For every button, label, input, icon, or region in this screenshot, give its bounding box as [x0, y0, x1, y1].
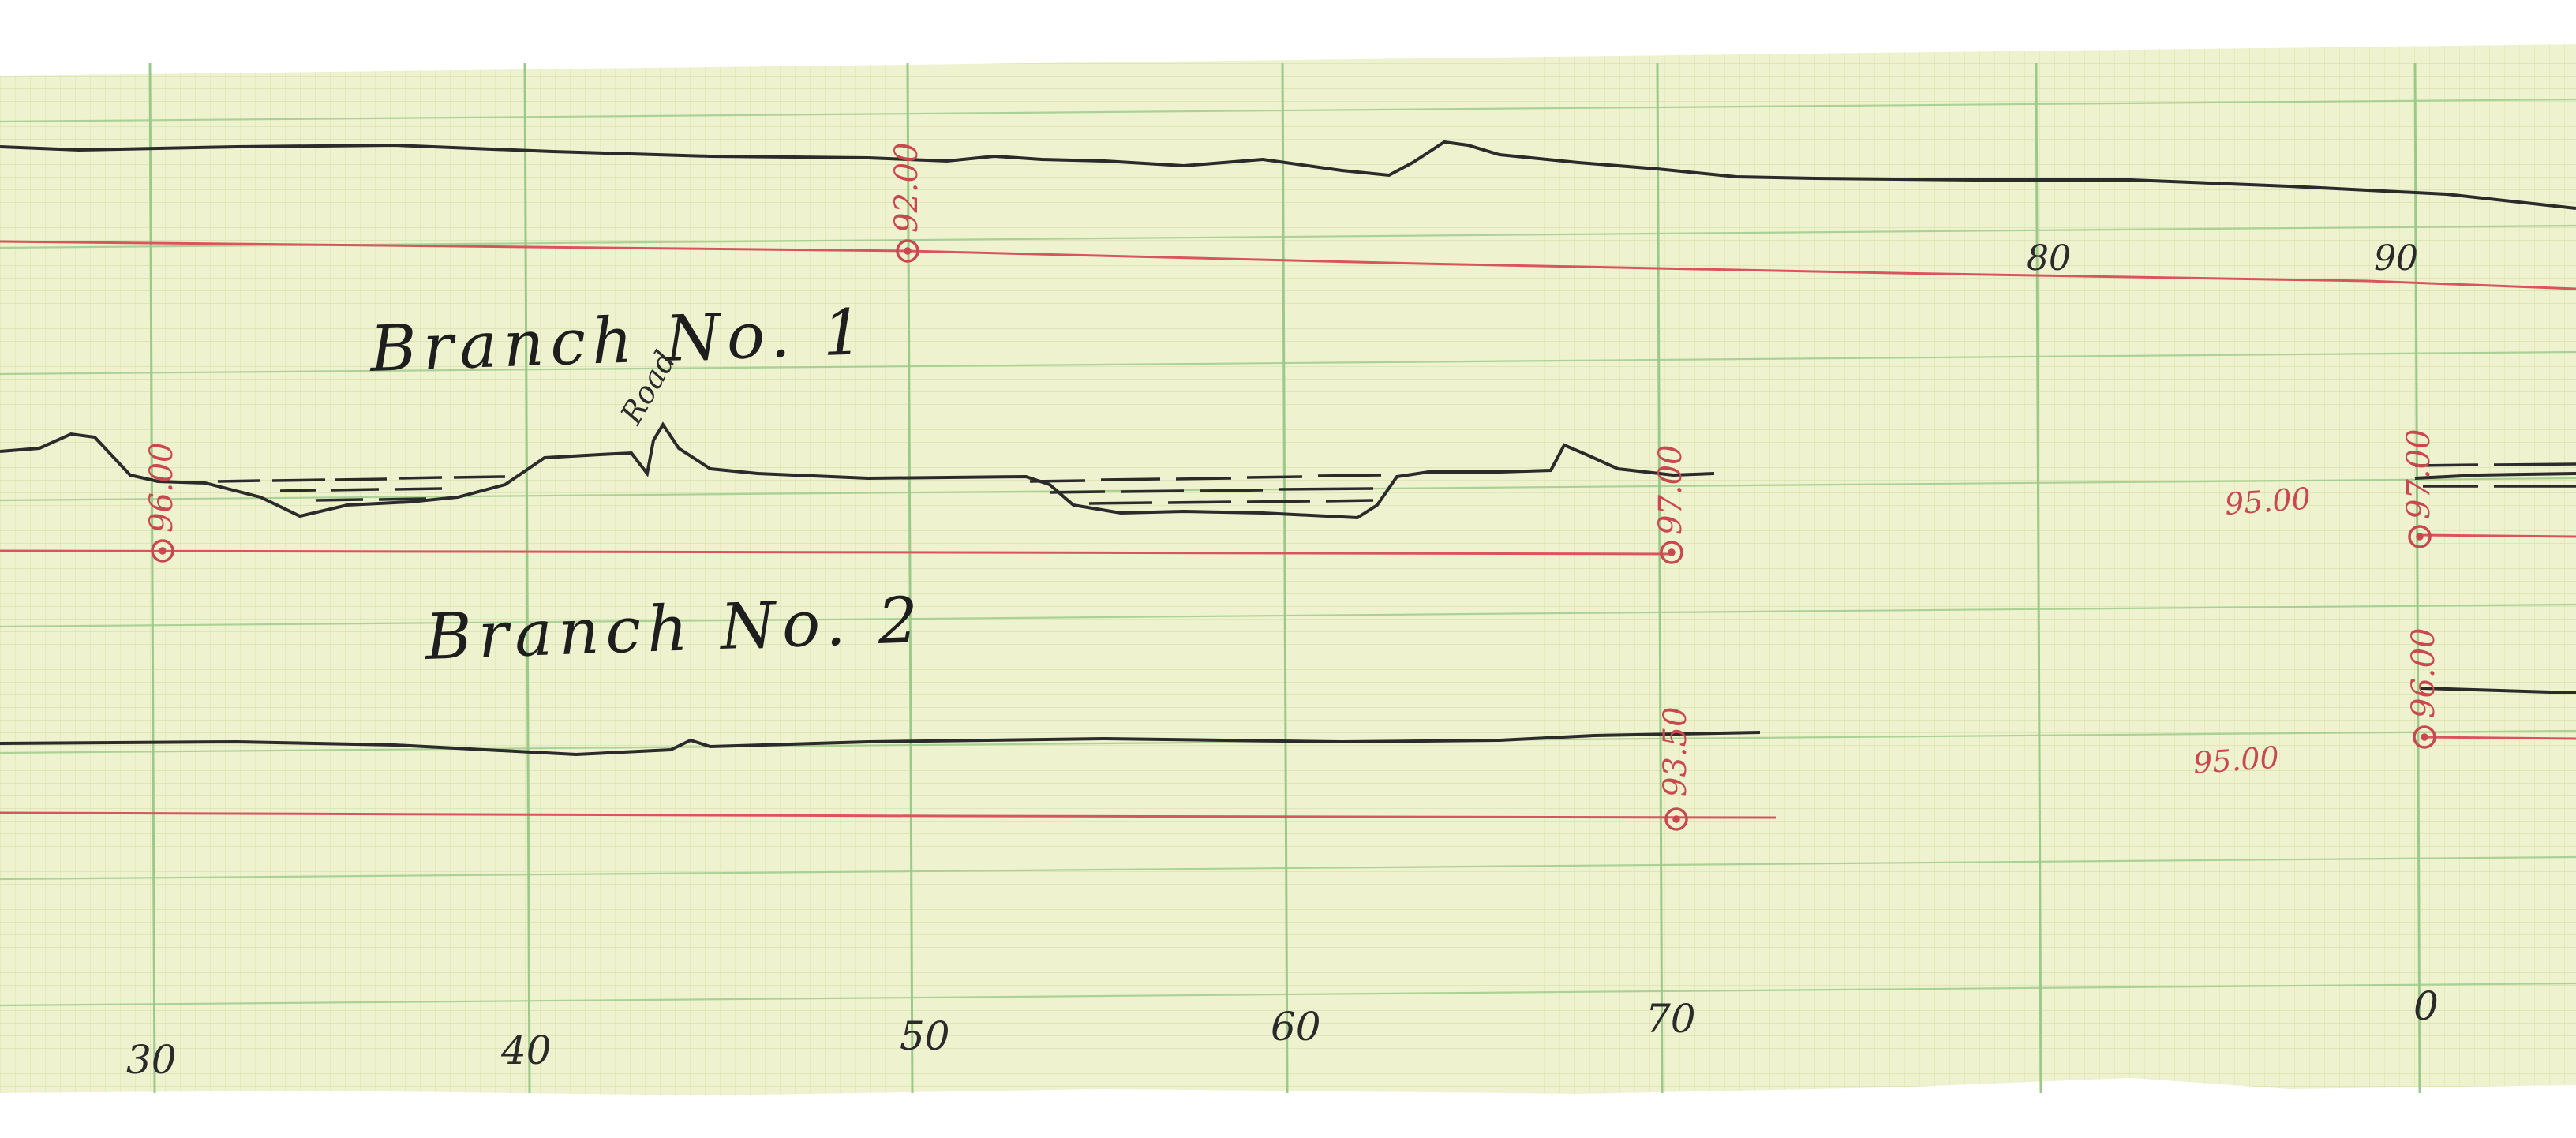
elev-92-label: 92.00 [889, 142, 925, 233]
major-grid-horizontal-1 [0, 224, 2576, 249]
station-30-label: 30 [126, 1037, 177, 1083]
elev-97-mid-label: 97.00 [1653, 444, 1689, 535]
major-grid-vertical-3 [1281, 62, 1289, 1094]
branch1-title: Branch No. 1 [367, 295, 870, 386]
elev-9500-upper-label: 95.00 [2224, 481, 2312, 521]
branch2-title: Branch No. 2 [422, 583, 925, 674]
major-grid-horizontal-7 [0, 982, 2576, 1007]
station-60-label: 60 [1271, 1004, 1321, 1050]
major-grid-vertical-6 [2413, 62, 2421, 1094]
station-70-label: 70 [1646, 996, 1696, 1042]
branch2-datum-line [0, 811, 1777, 819]
elev-9500-lower-label: 95.00 [2192, 739, 2281, 780]
station-90-label: 90 [2374, 238, 2418, 279]
benchmark-markers [151, 239, 2436, 831]
major-grid-horizontal-0 [0, 98, 2576, 123]
elev-97-right-label: 97.00 [2401, 429, 2437, 519]
major-grid-vertical-1 [523, 62, 531, 1094]
right-upper-profile [2414, 472, 2576, 480]
elev-96-left-label: 96.00 [144, 442, 180, 533]
major-grid-horizontal-4 [0, 603, 2576, 628]
elev-96-right-label: 96.00 [2406, 627, 2442, 718]
right-lower-datum [2422, 736, 2576, 740]
water-marks-left [217, 475, 506, 502]
branch1-datum-line [0, 549, 1674, 556]
station-0-label: 0 [2413, 983, 2439, 1029]
top-margin [0, 0, 2576, 76]
station-50-label: 50 [900, 1013, 950, 1059]
water-marks-mid [1029, 474, 1382, 505]
major-grid-horizontal-2 [0, 350, 2576, 376]
major-grid-vertical-2 [906, 62, 914, 1094]
station-40-label: 40 [500, 1028, 552, 1073]
minor-grid [0, 39, 2576, 1097]
branch1-profile-line [0, 421, 1715, 520]
station-80-label: 80 [2027, 238, 2071, 279]
bottom-edge [0, 1078, 2576, 1134]
right-lower-profile [2421, 687, 2576, 694]
elev-93-label: 93.50 [1657, 706, 1694, 797]
branch2-profile-line [0, 731, 1761, 757]
major-grid [0, 62, 2576, 1094]
major-grid-vertical-0 [148, 62, 156, 1094]
top-datum-line [0, 240, 2576, 290]
major-grid-vertical-5 [2035, 62, 2042, 1094]
major-grid-vertical-4 [1656, 62, 1664, 1094]
right-water-marks [2414, 462, 2576, 488]
top-profile-line [0, 140, 2576, 210]
major-grid-horizontal-6 [0, 855, 2576, 881]
right-upper-datum [2417, 533, 2576, 538]
